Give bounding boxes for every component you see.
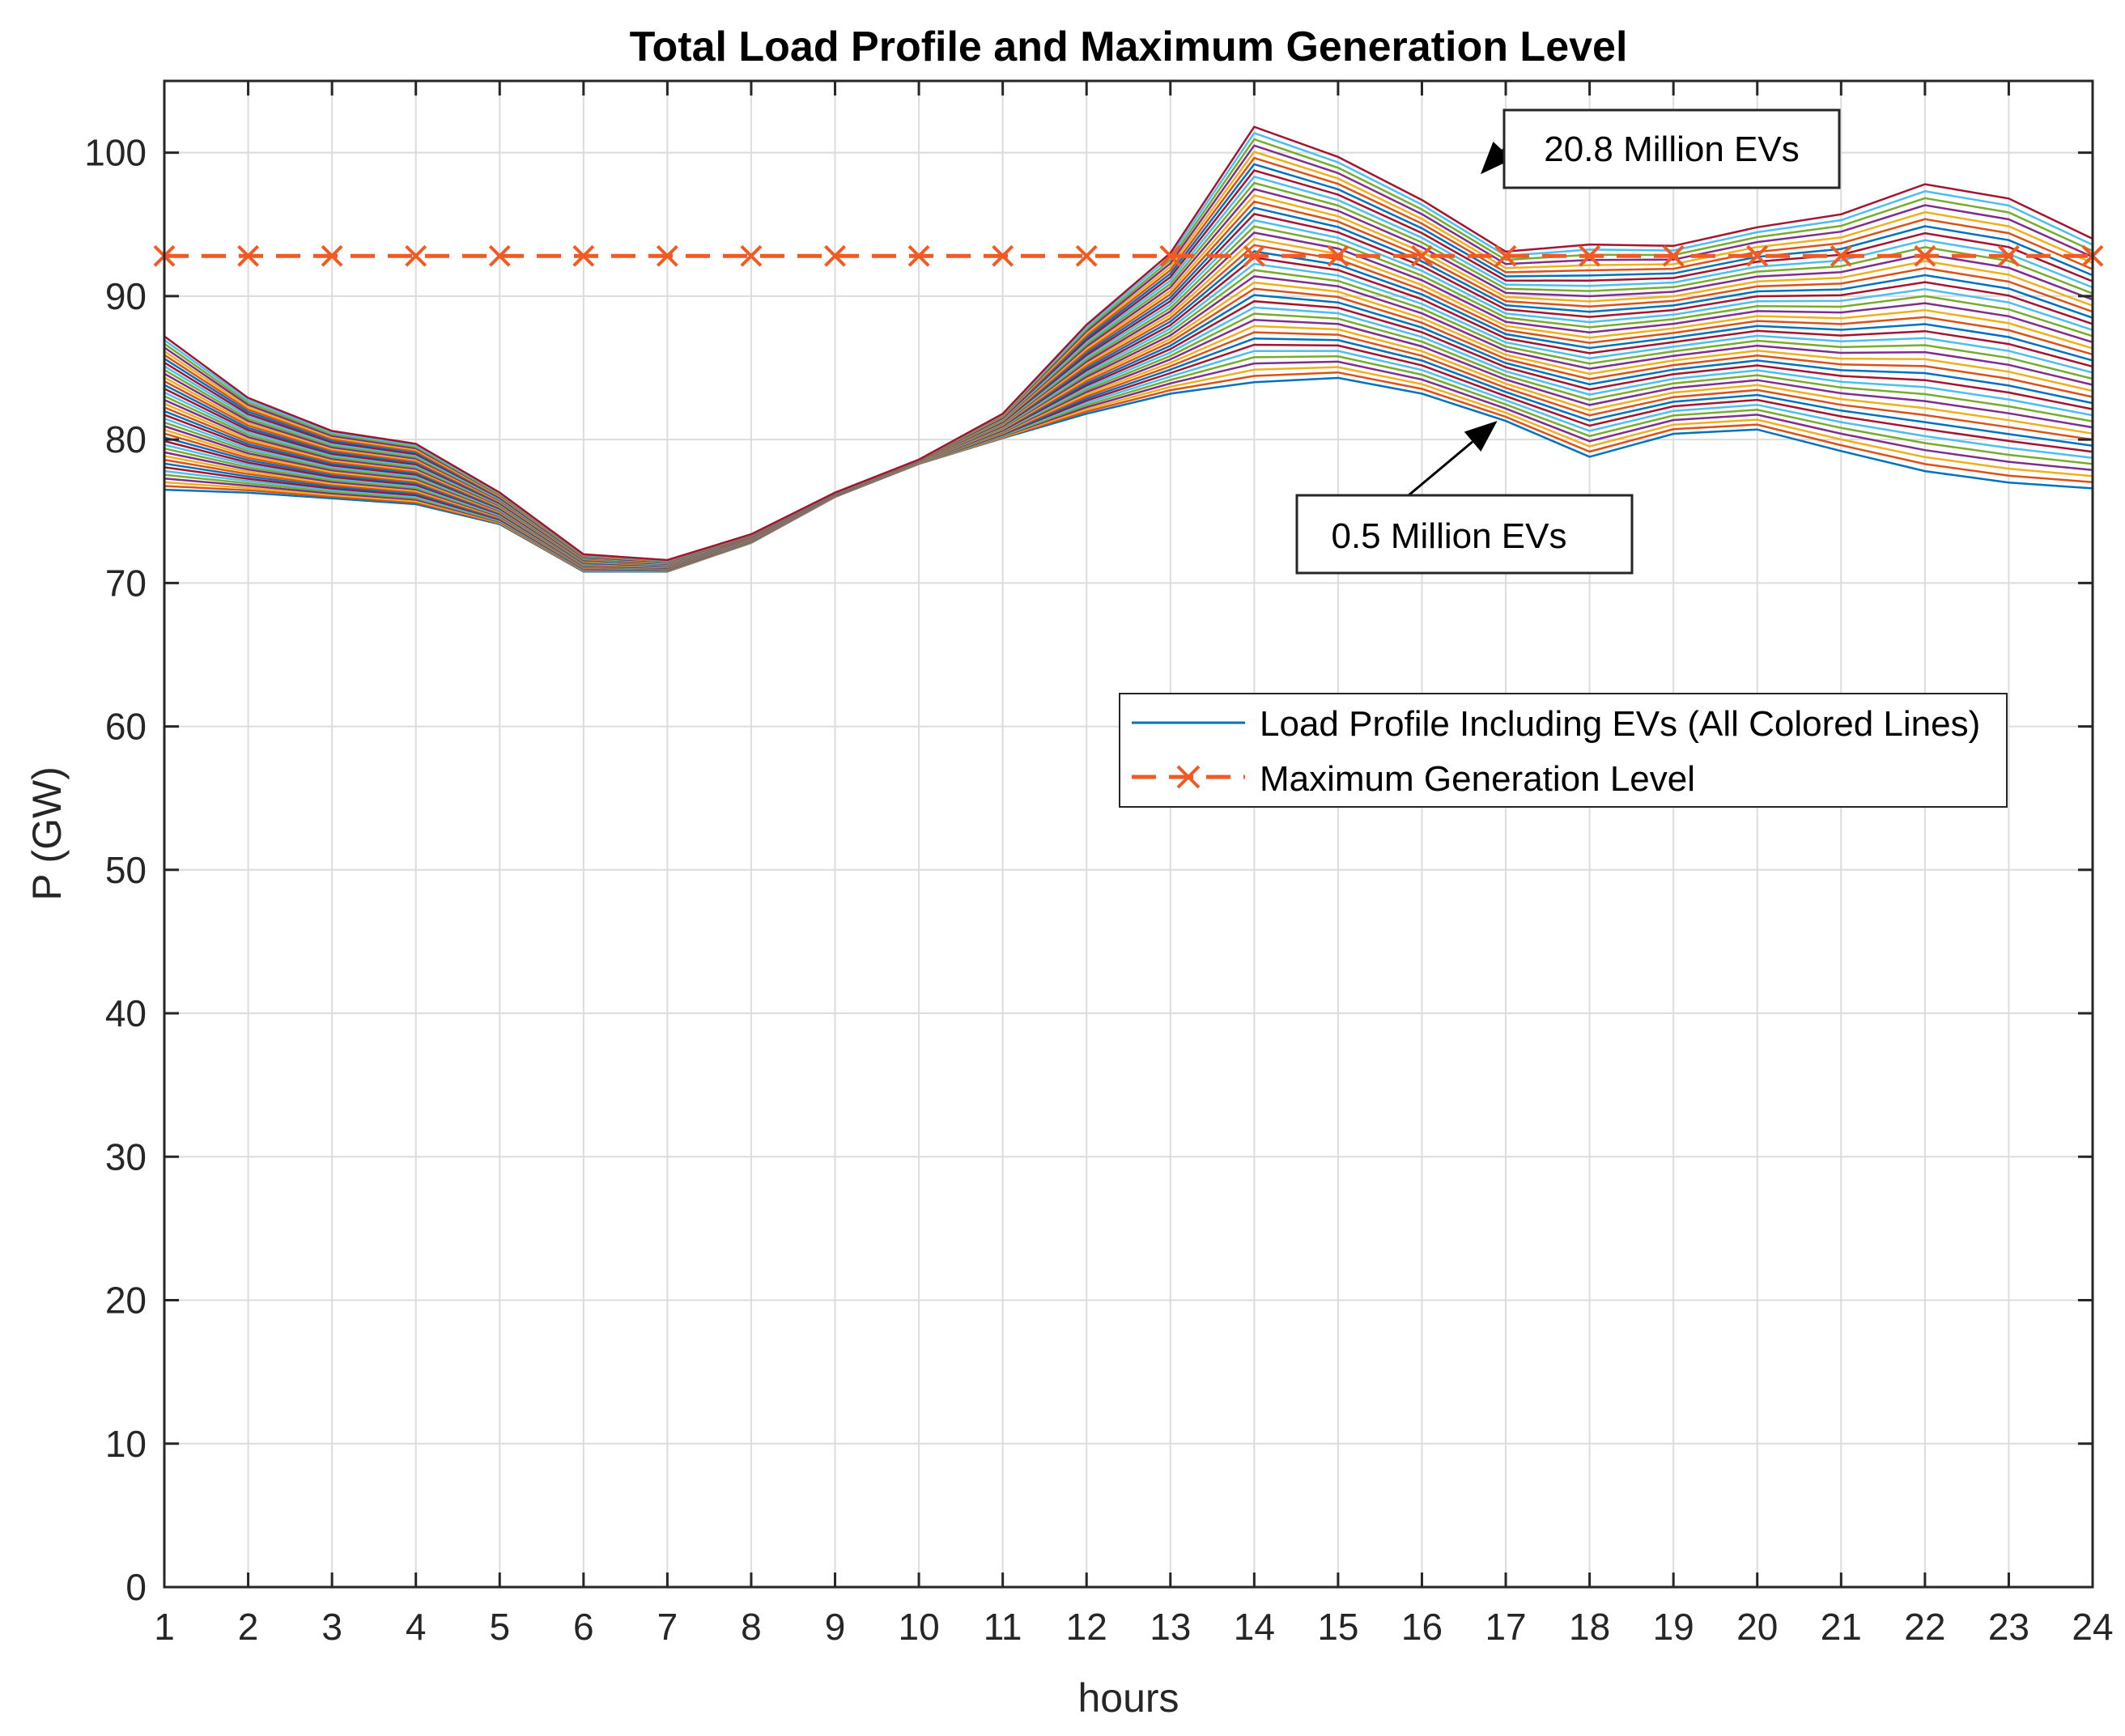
load-profile-lines (164, 125, 2093, 573)
max-generation-marker (488, 244, 511, 267)
max-generation-marker (1159, 244, 1182, 267)
y-tick-label: 90 (105, 275, 147, 317)
annotation-text: 0.5 Million EVs (1331, 516, 1566, 556)
y-tick-label: 10 (105, 1423, 147, 1465)
x-tick-label: 7 (657, 1606, 678, 1648)
y-tick-label: 50 (105, 849, 147, 891)
max-generation-marker (1579, 244, 1601, 267)
annotation-arrow-line (1408, 440, 1473, 497)
max-generation-marker (1327, 244, 1349, 267)
x-tick-label: 4 (406, 1606, 427, 1648)
max-generation-marker (1830, 244, 1852, 267)
annotation-box (1295, 494, 1634, 575)
x-tick-label: 21 (1821, 1606, 1862, 1648)
max-generation-marker (1998, 244, 2020, 267)
max-generation-marker (907, 244, 930, 267)
x-tick-label: 3 (321, 1606, 342, 1648)
max-generation-series (153, 244, 2104, 267)
x-tick-label: 6 (573, 1606, 594, 1648)
y-tick-label: 80 (105, 418, 147, 461)
legend: Load Profile Including EVs (All Colored … (1119, 693, 2008, 808)
annotation-arrowhead (1480, 142, 1512, 175)
max-generation-marker (572, 244, 595, 267)
max-generation-marker (237, 244, 259, 267)
x-tick-label: 22 (1904, 1606, 1945, 1648)
x-tick-label: 8 (741, 1606, 762, 1648)
max-generation-marker (1494, 244, 1517, 267)
max-generation-marker (1411, 244, 1433, 267)
x-tick-label: 1 (154, 1606, 175, 1648)
y-tick-label: 20 (105, 1280, 147, 1322)
max-generation-marker (656, 244, 678, 267)
x-tick-label: 16 (1401, 1606, 1443, 1648)
max-generation-marker (1662, 244, 1685, 267)
x-tick-label: 17 (1485, 1606, 1526, 1648)
x-tick-label: 24 (2072, 1606, 2113, 1648)
legend-label-generation: Maximum Generation Level (1260, 759, 1695, 799)
y-tick-label: 30 (105, 1135, 147, 1178)
x-tick-label: 5 (489, 1606, 510, 1648)
x-tick-label: 9 (825, 1606, 846, 1648)
annotation-box (1502, 108, 1841, 189)
x-tick-label: 15 (1317, 1606, 1358, 1648)
max-generation-marker (824, 244, 846, 267)
x-tick-label: 13 (1150, 1606, 1191, 1648)
annotation-0-5-million: 0.5 Million EVs (1295, 421, 1634, 575)
x-tick-label: 12 (1066, 1606, 1107, 1648)
x-tick-label: 11 (984, 1606, 1022, 1648)
x-tick-label: 2 (238, 1606, 259, 1648)
chart-title: Total Load Profile and Maximum Generatio… (630, 23, 1628, 70)
x-tick-label: 10 (899, 1606, 940, 1648)
max-generation-marker (1746, 244, 1769, 267)
x-tick-label: 14 (1234, 1606, 1275, 1648)
x-tick-label: 20 (1736, 1606, 1778, 1648)
y-tick-label: 100 (84, 132, 147, 174)
axes-box (163, 79, 2094, 1589)
axis-ticks: 1 2 3 4 5 6 7 8 9 10 11 12 13 14 15 16 17 18 19 20 21 22 23 240… (84, 81, 2114, 1648)
annotation-text: 20.8 Million EVs (1544, 129, 1799, 169)
y-axis-label: P (GW) (24, 766, 70, 901)
annotation-20-8-million: 20.8 Million EVs (1480, 108, 1841, 189)
max-generation-marker (740, 244, 763, 267)
load-profile-line-max (164, 125, 2093, 562)
y-tick-label: 70 (105, 562, 147, 604)
max-generation-marker (321, 244, 343, 267)
max-generation-marker (1075, 244, 1098, 267)
annotation-arrowhead (1464, 421, 1498, 452)
max-generation-marker (992, 244, 1014, 267)
x-tick-label: 18 (1569, 1606, 1610, 1648)
legend-label-load: Load Profile Including EVs (All Colored … (1260, 704, 1980, 744)
y-tick-label: 60 (105, 706, 147, 748)
max-generation-marker (405, 244, 427, 267)
legend-marker-generation (1176, 765, 1201, 789)
x-tick-label: 19 (1653, 1606, 1694, 1648)
x-tick-label: 23 (1988, 1606, 2029, 1648)
legend-box (1119, 693, 2008, 808)
max-generation-marker (1914, 244, 1936, 267)
x-axis-label: hours (1077, 1675, 1179, 1721)
y-tick-label: 0 (125, 1566, 147, 1608)
max-generation-marker (1243, 244, 1265, 267)
y-tick-label: 40 (105, 992, 147, 1034)
